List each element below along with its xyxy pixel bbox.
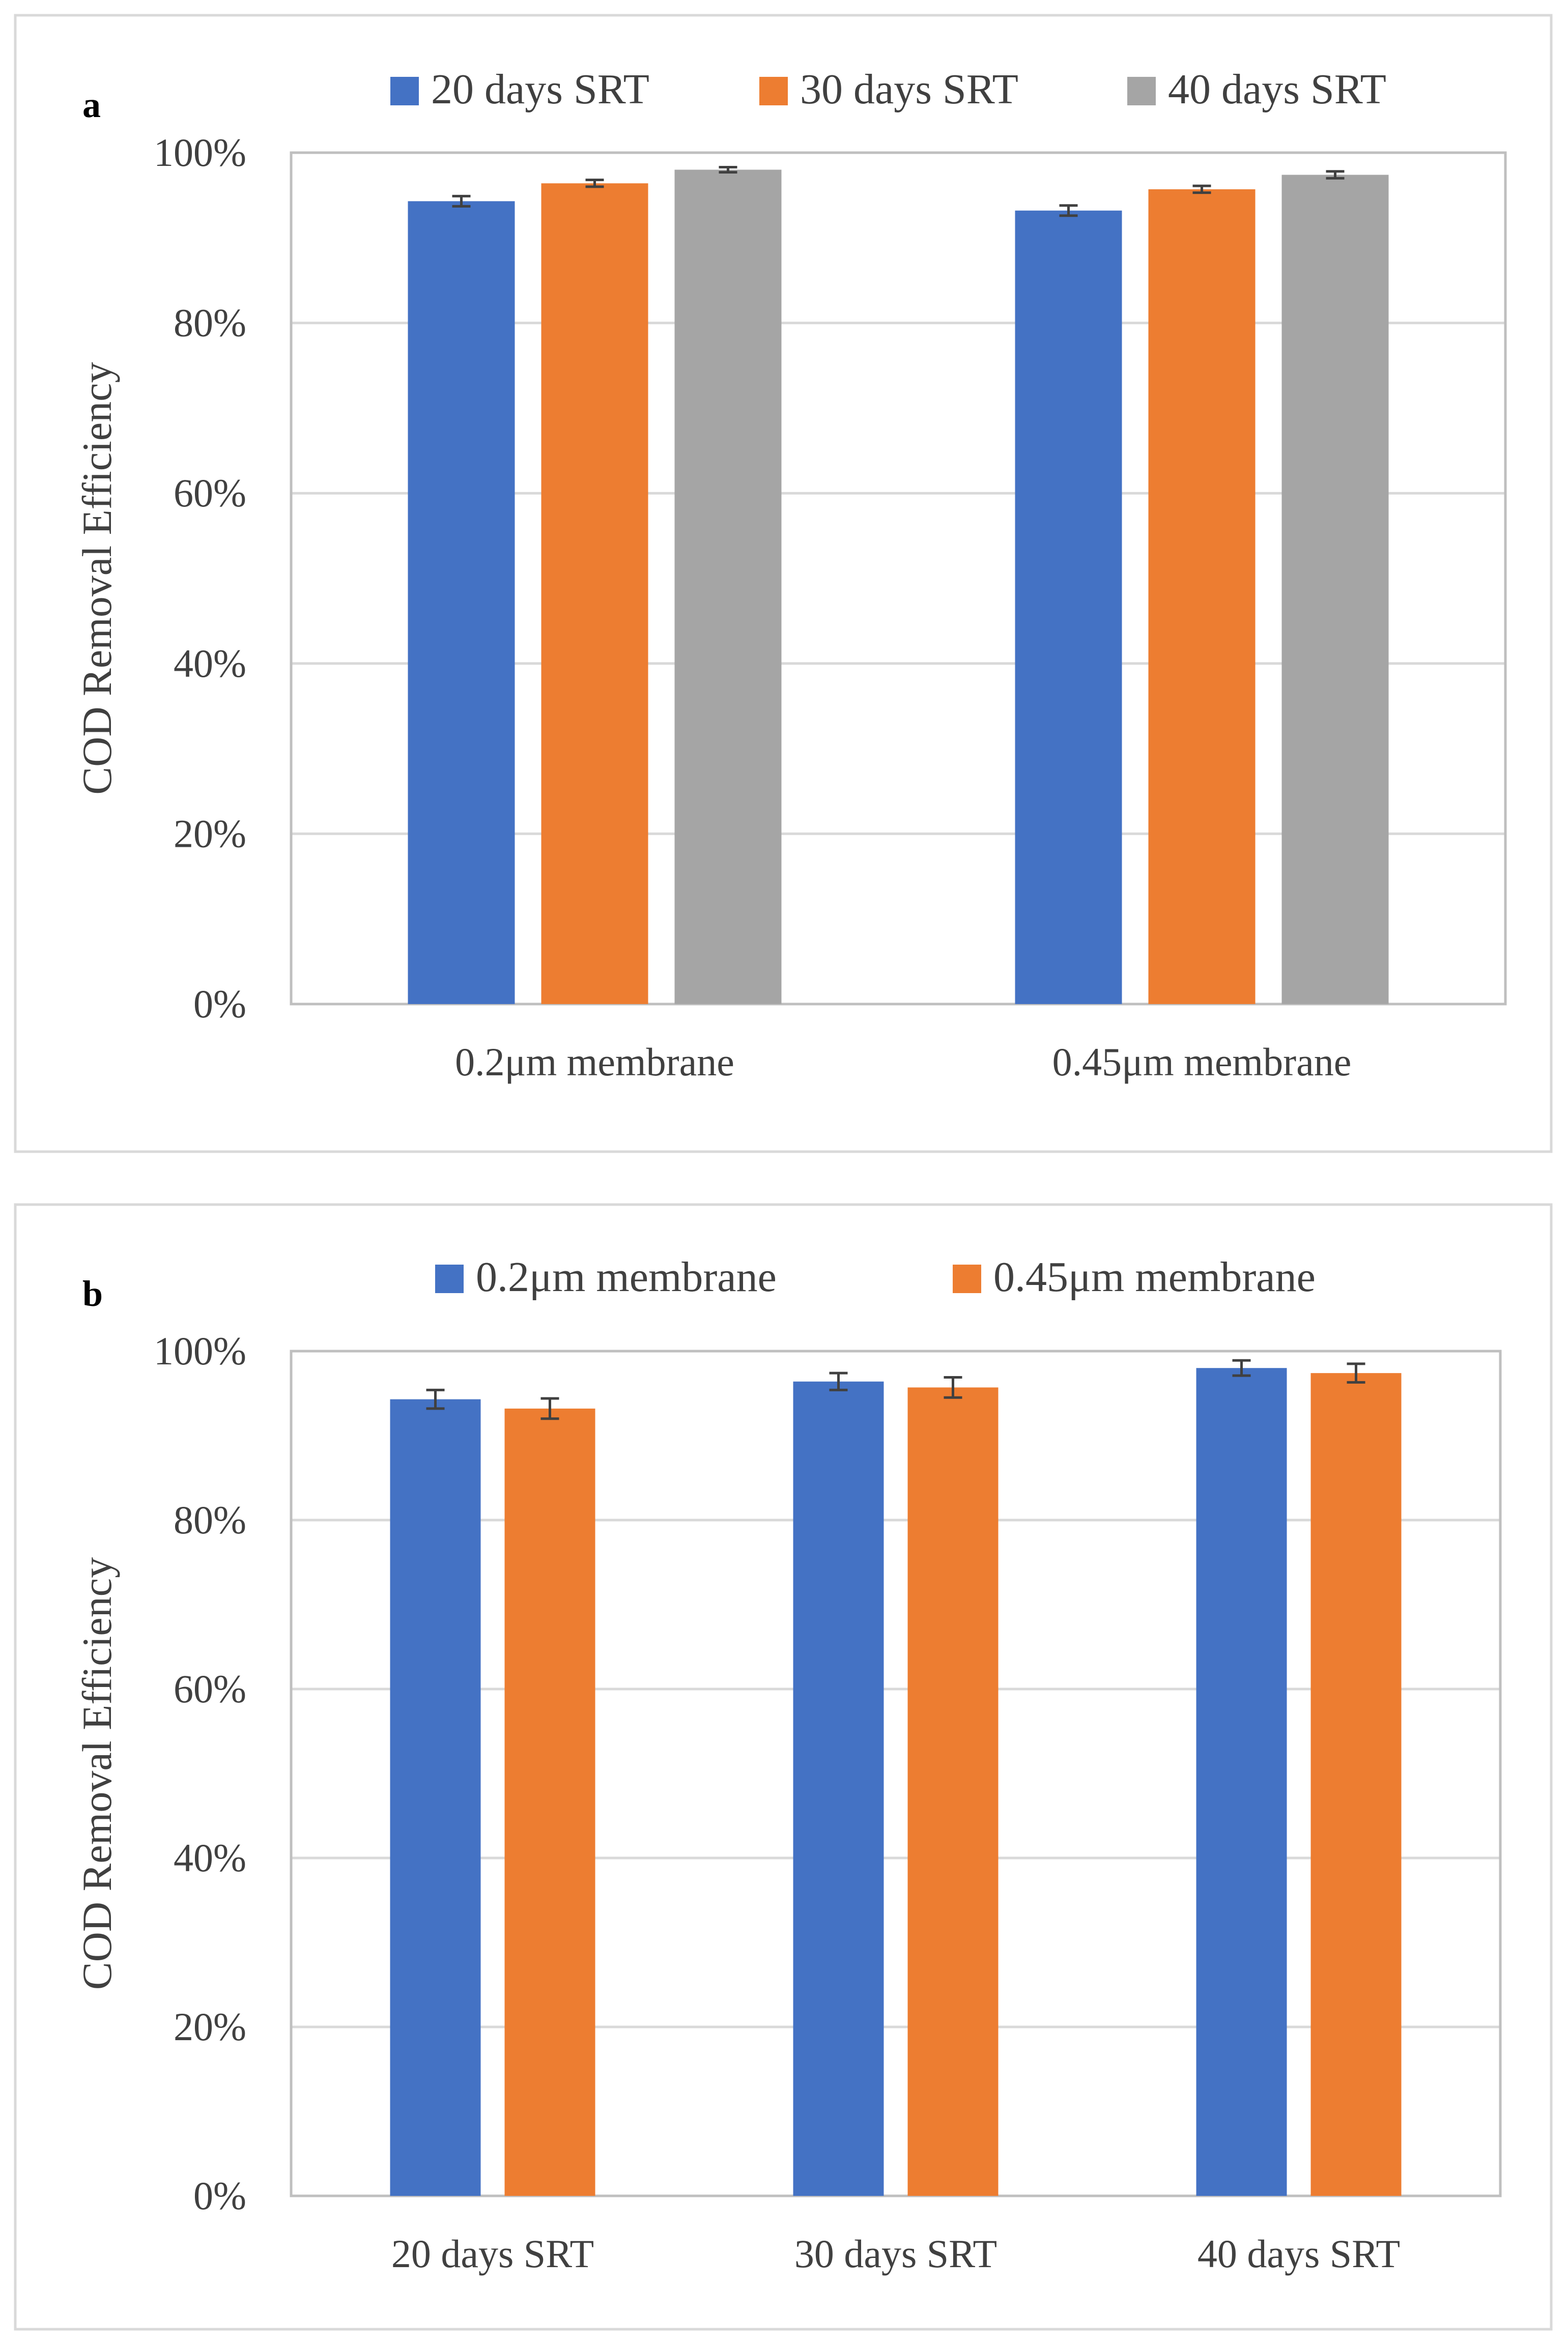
panel-b-legend-swatch [953, 1265, 981, 1293]
panel-b-y-tick-label: 100% [154, 1329, 246, 1373]
panel-a-panel-label: a [82, 84, 101, 125]
panel-b-bar [1196, 1368, 1287, 2196]
panel-b-frame [14, 1203, 1553, 2331]
panel-a-y-tick-label: 20% [174, 811, 246, 855]
panel-a-legend-swatch [759, 77, 788, 105]
panel-b-legend-swatch [435, 1265, 464, 1293]
panel-a-y-tick-label: 40% [174, 641, 246, 685]
panel-b-y-axis-title: COD Removal Efficiency [74, 1557, 120, 1990]
panel-a-y-tick-label: 60% [174, 471, 246, 515]
panel-a-bar [408, 201, 515, 1005]
panel-a-x-tick-label: 0.45μm membrane [1052, 1040, 1352, 1084]
panel-a-y-tick-label: 80% [174, 301, 246, 345]
panel-a-y-tick-label: 0% [193, 982, 246, 1026]
panel-a-y-tick-label: 100% [154, 130, 246, 175]
panel-b-y-tick-label: 20% [174, 2005, 246, 2049]
panel-b-bar [907, 1387, 999, 2196]
panel-a-x-tick-label: 0.2μm membrane [455, 1040, 734, 1084]
panel-b-y-tick-label: 40% [174, 1836, 246, 1880]
panel-a-chart: a 0% 20% 40% 60% 80% 100% COD Removal Efficienc… [74, 66, 1507, 1084]
panel-b-chart: b 0% 20% 40% 60% 80% 100% COD Removal Efficienc… [74, 1253, 1502, 2276]
panel-a-legend-label: 20 days SRT [431, 66, 649, 113]
panel-b-y-tick-label: 80% [174, 1498, 246, 1542]
panel-a-bar [1148, 189, 1256, 1005]
panel-a-legend-swatch [390, 77, 419, 105]
panel-b-x-tick-label: 40 days SRT [1198, 2232, 1400, 2276]
panel-b-panel-label: b [82, 1273, 103, 1314]
panel-a-plot-area [290, 151, 1507, 1006]
panel-b-legend-label: 0.2μm membrane [476, 1253, 777, 1301]
panel-a-bar [1281, 175, 1389, 1004]
panel-b-y-tick-label: 60% [174, 1667, 246, 1711]
panel-b-legend-label: 0.45μm membrane [993, 1253, 1316, 1301]
panel-b-plot-area [290, 1350, 1502, 2197]
panel-a-bar [674, 169, 782, 1005]
panel-b-bar [1310, 1373, 1402, 2196]
panel-b-x-tick-label: 30 days SRT [794, 2232, 997, 2276]
panel-b-bar [793, 1381, 884, 2196]
panel-a-bar [541, 183, 648, 1004]
panel-a-legend-label: 40 days SRT [1168, 66, 1386, 113]
panel-a-y-axis-title: COD Removal Efficiency [74, 362, 120, 794]
panel-a-legend-label: 30 days SRT [800, 66, 1018, 113]
panel-a-bar [1015, 210, 1122, 1004]
panel-b-bar [390, 1399, 481, 2196]
panel-b-x-tick-label: 20 days SRT [391, 2232, 594, 2276]
panel-a-legend-swatch [1127, 77, 1156, 105]
panel-b-y-tick-label: 0% [193, 2174, 246, 2218]
panel-b-bar [504, 1408, 595, 2196]
